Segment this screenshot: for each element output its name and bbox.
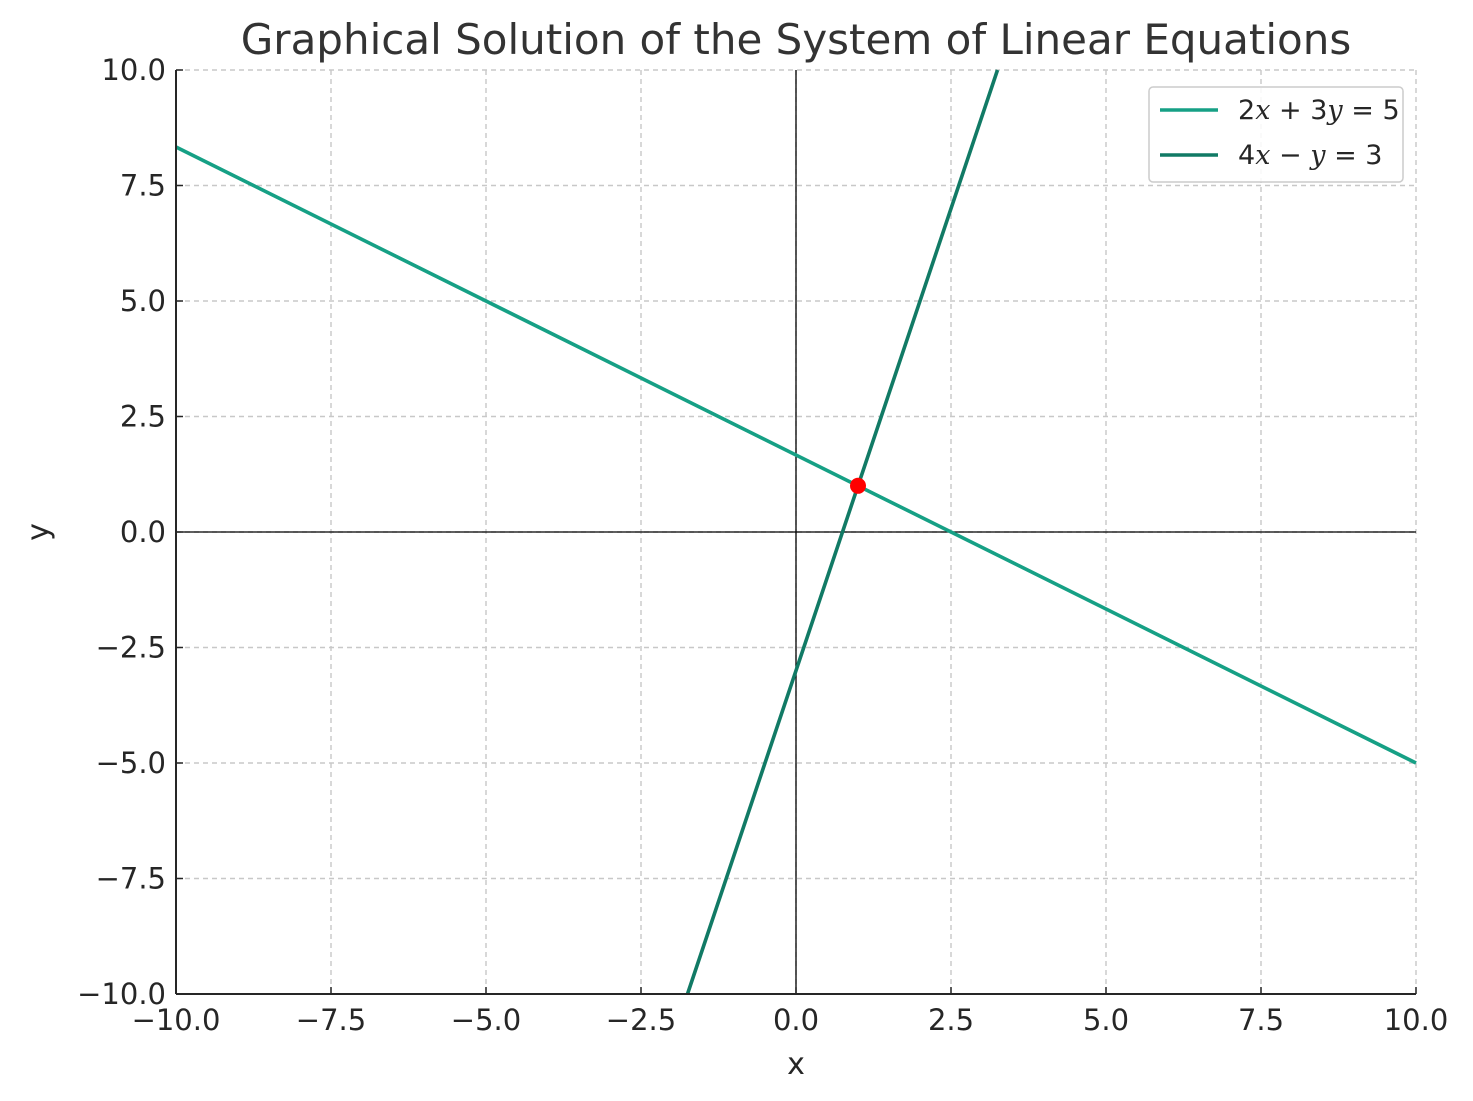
intersection-points — [850, 477, 866, 494]
x-tick-label-6: 5.0 — [1083, 1003, 1129, 1037]
y-tick-label-4: 0.0 — [120, 515, 166, 549]
x-tick-label-8: 10.0 — [1384, 1003, 1449, 1037]
legend-label-2: 4x − y = 3 — [1238, 140, 1382, 171]
y-tick-label-0: −10.0 — [77, 977, 166, 1011]
x-axis-label: x — [787, 1047, 805, 1082]
chart-title: Graphical Solution of the System of Line… — [241, 15, 1351, 64]
y-axis-label: y — [21, 523, 56, 541]
intersection-point-1 — [850, 477, 866, 494]
x-tick-label-4: 0.0 — [773, 1003, 819, 1037]
y-tick-label-2: −5.0 — [96, 746, 166, 780]
x-tick-label-1: −7.5 — [296, 1003, 366, 1037]
legend-label-1: 2x + 3y = 5 — [1238, 95, 1400, 126]
x-tick-label-5: 2.5 — [928, 1003, 974, 1037]
y-tick-label-1: −7.5 — [96, 862, 166, 896]
x-tick-label-0: −10.0 — [132, 1003, 221, 1037]
legend: 2x + 3y = 5 4x − y = 3 — [1148, 86, 1404, 183]
series-lines — [175, 69, 1417, 995]
zero-lines — [176, 70, 1416, 994]
x-tick-label-3: −2.5 — [606, 1003, 676, 1037]
y-tick-label-8: 10.0 — [101, 53, 166, 87]
y-tick-label-3: −2.5 — [96, 631, 166, 665]
series-line-1 — [175, 145, 1417, 765]
x-tick-label-7: 7.5 — [1238, 1003, 1284, 1037]
y-tick-label-5: 2.5 — [120, 400, 166, 434]
x-tick-label-2: −5.0 — [451, 1003, 521, 1037]
series-line-2 — [685, 69, 1000, 995]
y-tick-labels: −10.0 −7.5 −5.0 −2.5 0.0 2.5 5.0 7.5 10.0 — [77, 53, 183, 1011]
y-tick-label-7: 7.5 — [120, 169, 166, 203]
x-tick-labels: −10.0 −7.5 −5.0 −2.5 0.0 2.5 5.0 7.5 10.0 — [132, 987, 1449, 1037]
y-tick-label-6: 5.0 — [120, 284, 166, 318]
